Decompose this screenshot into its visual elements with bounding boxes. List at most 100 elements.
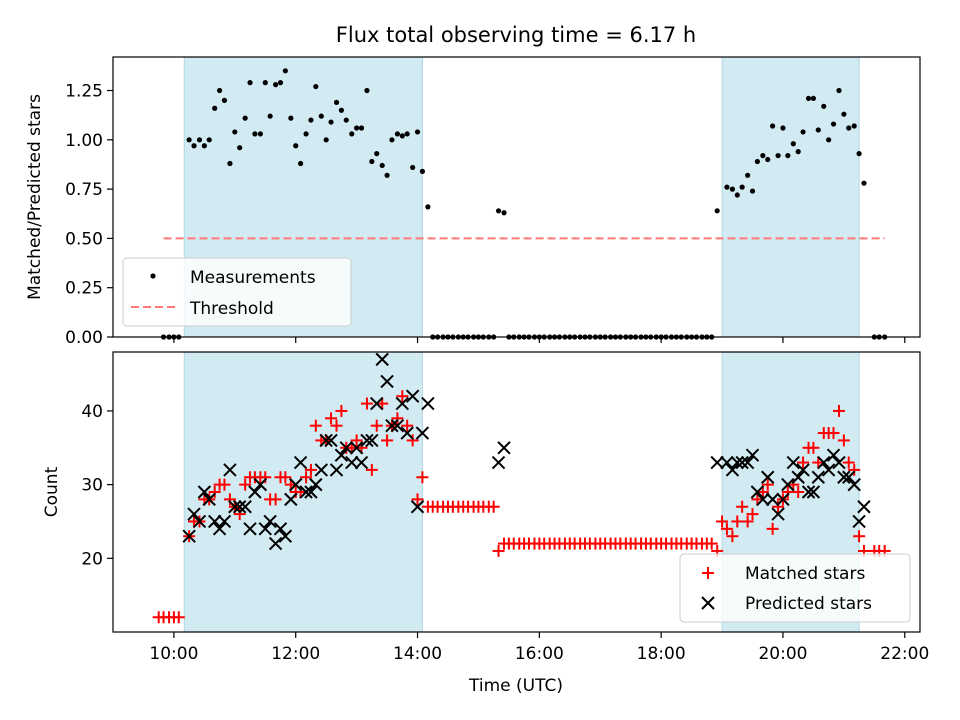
matched-stars-point <box>487 500 500 513</box>
measurement-point <box>785 152 791 159</box>
bottom-y-ticks: 20 30 40 <box>81 402 113 569</box>
matched-stars-point <box>269 493 282 506</box>
measurement-point <box>364 87 370 94</box>
shaded-interval <box>721 56 860 338</box>
predicted-stars-point <box>811 470 825 484</box>
predicted-stars-point <box>847 477 861 492</box>
x-stroke-b <box>228 500 242 514</box>
x-stroke-b <box>273 522 288 536</box>
bottom-axes-frame <box>112 351 921 633</box>
chart-title: Flux total observing time = 6.17 h <box>336 23 696 47</box>
measurement-point <box>186 137 192 143</box>
predicted-stars-point <box>765 492 780 507</box>
measurement-point <box>273 82 279 88</box>
x-stroke-b <box>238 500 252 514</box>
predicted-stars-point <box>421 396 435 411</box>
measurement-point <box>277 80 284 86</box>
measurement-point <box>293 143 299 149</box>
predicted-stars-point <box>842 470 856 484</box>
matched-stars-point <box>172 611 185 624</box>
top-legend: Measurements Threshold <box>122 257 352 327</box>
x-stroke-b <box>304 485 318 499</box>
measurement-point <box>318 113 324 119</box>
x-stroke-b <box>192 514 207 529</box>
predicted-stars-point <box>197 485 212 499</box>
x-stroke-b <box>405 389 420 403</box>
matched-stars-point <box>335 404 348 417</box>
predicted-stars-point <box>192 514 207 529</box>
x-tick-label: 20:00 <box>758 644 807 664</box>
predicted-stars-point <box>400 426 414 440</box>
measurement-point <box>404 131 410 137</box>
measurement-point <box>212 105 218 111</box>
predicted-stars-point <box>217 514 232 529</box>
measurement-point <box>836 87 842 94</box>
predicted-stars-point <box>796 463 810 477</box>
matched-stars-point <box>325 412 338 425</box>
predicted-stars-point <box>263 514 277 529</box>
x-stroke-b <box>293 455 308 470</box>
y-tick-label: 40 <box>81 402 103 422</box>
matched-stars-point <box>827 427 840 440</box>
measurement-point <box>414 129 421 135</box>
predicted-stars-point <box>837 470 851 484</box>
top-y-ticks: 0.00 0.25 0.50 0.75 1.00 1.25 <box>65 82 113 348</box>
predicted-stars-point <box>293 455 308 470</box>
measurement-point <box>501 210 507 216</box>
predicted-stars-point <box>776 492 790 507</box>
measurement-point <box>374 151 380 157</box>
measurement-point <box>384 172 390 178</box>
matched-stars-point <box>792 486 805 498</box>
x-stroke-b <box>268 536 283 551</box>
predicted-stars-point <box>187 507 201 521</box>
measurement-point <box>191 143 197 149</box>
predicted-stars-point <box>284 492 298 507</box>
matched-stars-point <box>705 537 718 550</box>
x-stroke-b <box>791 470 805 484</box>
predicted-stars-point <box>273 522 288 536</box>
measurement-point <box>237 145 243 151</box>
measurement-point <box>399 133 405 139</box>
matched-stars-point <box>848 463 861 476</box>
bottom-panel: 20 30 40 10:00 12:00 14:00 16:00 18:00 20:00 22:… <box>42 351 929 696</box>
x-stroke-b <box>756 492 770 507</box>
legend-matched-marker <box>702 567 714 579</box>
measurement-point <box>297 160 304 167</box>
measurement-point <box>810 95 817 102</box>
measurement-point <box>749 188 756 194</box>
legend-predicted-label: Predicted stars <box>745 594 872 614</box>
predicted-stars-point <box>232 500 247 514</box>
predicted-stars-point <box>223 463 237 477</box>
x-stroke-b <box>212 522 227 536</box>
measurement-point <box>495 208 502 214</box>
x-stroke-b <box>740 455 755 470</box>
measurement-point <box>790 141 796 147</box>
measurement-point <box>308 117 314 123</box>
matched-stars-point <box>756 486 769 498</box>
y-tick-label: 1.25 <box>65 82 103 102</box>
measurement-point <box>354 125 360 131</box>
x-stroke-b <box>415 426 430 440</box>
top-legend-box <box>122 257 352 327</box>
matched-stars-point <box>761 478 774 491</box>
x-stroke-b <box>826 448 841 462</box>
matched-stars-point <box>360 397 373 410</box>
predicted-stars-point <box>415 426 430 440</box>
top-axes-frame <box>112 56 921 338</box>
y-tick-label: 20 <box>81 549 103 569</box>
predicted-stars-point <box>324 433 338 448</box>
measurement-point <box>288 115 294 121</box>
predicted-stars-point <box>329 463 344 477</box>
predicted-stars-point <box>182 529 196 543</box>
measurement-point <box>303 131 309 137</box>
x-stroke-b <box>324 433 338 448</box>
measurement-point <box>201 143 207 149</box>
x-stroke-b <box>852 514 866 529</box>
x-stroke-b <box>776 492 790 507</box>
matched-stars-point <box>837 434 850 447</box>
matched-stars-point <box>751 493 764 506</box>
predicted-stars-point <box>278 529 293 543</box>
x-stroke-b <box>329 463 344 477</box>
predicted-stars-point <box>390 418 405 433</box>
